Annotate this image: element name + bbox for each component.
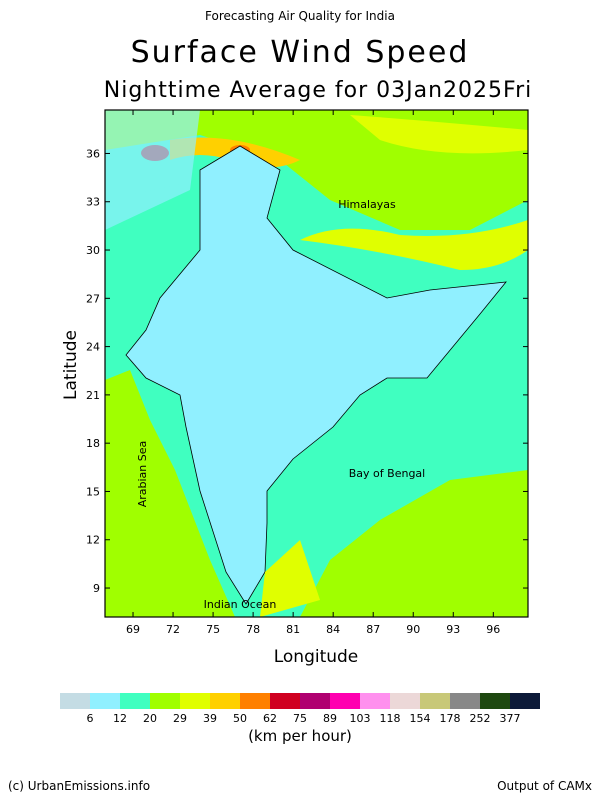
legend-swatch (90, 693, 120, 709)
x-tick-label: 93 (446, 623, 460, 636)
x-tick-label: 96 (486, 623, 500, 636)
x-tick-label: 72 (166, 623, 180, 636)
legend-swatch (450, 693, 480, 709)
x-tick-label: 75 (206, 623, 220, 636)
legend-swatch (360, 693, 390, 709)
place-label: Bay of Bengal (349, 467, 425, 480)
legend-swatch (480, 693, 510, 709)
legend-bound-label: 89 (323, 712, 337, 725)
top-title: Forecasting Air Quality for India (205, 9, 395, 23)
india-outline (125, 145, 507, 605)
legend-swatch (240, 693, 270, 709)
legend-bound-label: 50 (233, 712, 247, 725)
title: Surface Wind Speed (131, 35, 470, 70)
y-tick-label: 15 (86, 485, 100, 498)
y-tick-label: 21 (86, 389, 100, 402)
map-frame (104, 109, 529, 618)
y-tick-label: 18 (86, 437, 100, 450)
y-tick-label: 24 (86, 341, 100, 354)
y-axis-label: Latitude (61, 330, 81, 400)
field-patch (300, 220, 528, 270)
place-label: Himalayas (338, 198, 396, 211)
legend-bound-label: 75 (293, 712, 307, 725)
x-axis-label: Longitude (274, 647, 359, 667)
x-tick-label: 69 (126, 623, 140, 636)
legend-swatch (180, 693, 210, 709)
field-patch (105, 370, 235, 617)
y-tick-label: 36 (86, 147, 100, 160)
y-tick-label: 12 (86, 534, 100, 547)
legend-swatch (120, 693, 150, 709)
field-patch (300, 470, 528, 617)
field-patch (350, 115, 528, 154)
y-tick-label: 9 (93, 582, 100, 595)
legend-swatch (150, 693, 180, 709)
x-tick-label: 90 (406, 623, 420, 636)
place-label: Indian Ocean (204, 598, 277, 611)
y-tick-label: 33 (86, 196, 100, 209)
legend-swatch (330, 693, 360, 709)
legend-swatch (210, 693, 240, 709)
legend-swatch (510, 693, 540, 709)
place-label: Arabian Sea (136, 441, 149, 508)
subtitle: Nighttime Average for 03Jan2025Fri (104, 78, 533, 103)
y-tick-label: 27 (86, 292, 100, 305)
x-tick-label: 87 (366, 623, 380, 636)
x-tick-label: 84 (326, 623, 340, 636)
legend-bound-label: 377 (500, 712, 521, 725)
field-patch (105, 110, 200, 230)
y-tick-label: 30 (86, 244, 100, 257)
legend-swatch (390, 693, 420, 709)
map-field (104, 109, 529, 618)
legend-bound-label: 39 (203, 712, 217, 725)
legend-bound-label: 252 (470, 712, 491, 725)
legend-swatch (300, 693, 330, 709)
legend-swatch (420, 693, 450, 709)
legend-bound-label: 118 (380, 712, 401, 725)
legend-swatch (60, 693, 90, 709)
legend-bound-label: 178 (440, 712, 461, 725)
legend-bound-label: 62 (263, 712, 277, 725)
legend-bound-label: 29 (173, 712, 187, 725)
legend-bound-label: 12 (113, 712, 127, 725)
x-tick-label: 81 (286, 623, 300, 636)
legend-swatch (270, 693, 300, 709)
legend-bound-label: 6 (87, 712, 94, 725)
legend-bound-label: 154 (410, 712, 431, 725)
footer-left: (c) UrbanEmissions.info (8, 779, 150, 793)
footer-right: Output of CAMx (497, 779, 592, 793)
legend-bound-label: 103 (350, 712, 371, 725)
legend-unit: (km per hour) (248, 727, 352, 745)
x-tick-label: 78 (246, 623, 260, 636)
field-patch (260, 540, 320, 617)
legend-bound-label: 20 (143, 712, 157, 725)
